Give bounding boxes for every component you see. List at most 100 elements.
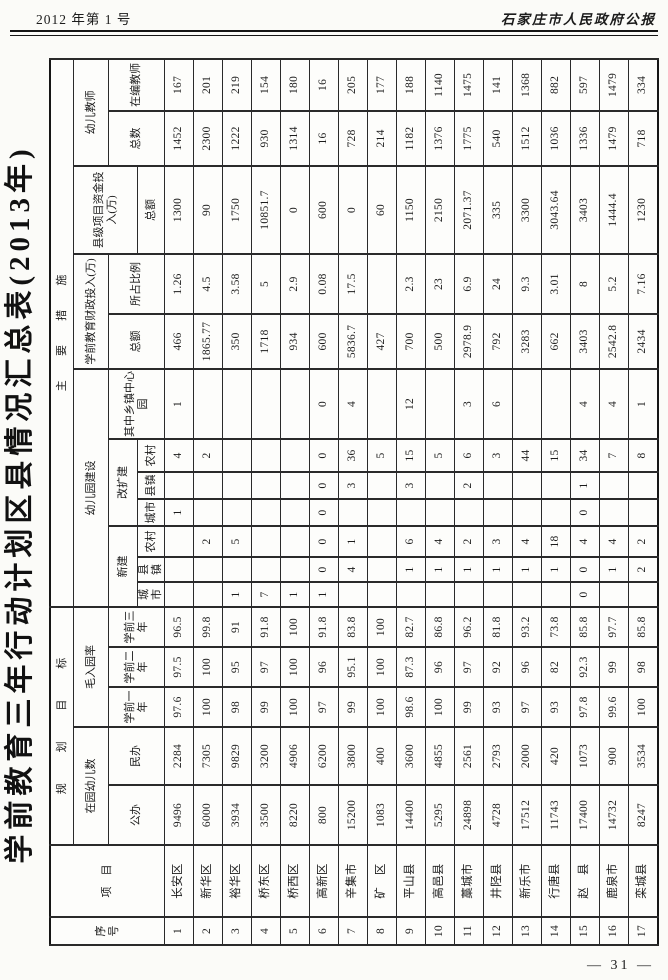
cell-xiangmu: 高邑县 bbox=[425, 845, 455, 917]
cell-gaikuo-chengshi bbox=[628, 498, 658, 526]
cell-xuhao: 8 bbox=[367, 917, 397, 945]
cell-xuhao: 5 bbox=[280, 917, 310, 945]
cell-gaikuo-xianzhen: 0 bbox=[309, 471, 339, 499]
col-header-suozhan-bili: 所占比例 bbox=[108, 253, 165, 314]
cell-gaikuo-xianzhen bbox=[367, 471, 397, 499]
cell-xueqian-sannian: 83.8 bbox=[338, 606, 368, 647]
cell-caizheng-zonge: 2542.8 bbox=[599, 313, 629, 369]
cell-caizheng-zonge: 2434 bbox=[628, 313, 658, 369]
cell-gaikuo-xianzhen bbox=[193, 471, 223, 499]
cell-xueqian-yinian: 100 bbox=[193, 687, 223, 727]
cell-xueqian-ernian: 100 bbox=[280, 647, 310, 687]
cell-xiangzhen-zhongxinyuan bbox=[425, 368, 455, 439]
cell-xueqian-yinian: 100 bbox=[628, 687, 658, 727]
cell-xueqian-yinian: 99 bbox=[454, 687, 484, 727]
cell-xiangzhen-zhongxinyuan bbox=[280, 368, 310, 439]
cell-jiaoshi-zongshu: 1336 bbox=[570, 110, 600, 166]
cell-xianji-zonge: 2071.37 bbox=[454, 165, 484, 254]
cell-gongban: 4728 bbox=[483, 785, 513, 845]
col-header-gaikuojian: 改扩建 bbox=[108, 438, 138, 526]
cell-xueqian-ernian: 95 bbox=[222, 647, 252, 687]
cell-xueqian-ernian: 92 bbox=[483, 647, 513, 687]
cell-gongban: 1083 bbox=[367, 785, 397, 845]
cell-xiangmu: 矿 区 bbox=[367, 845, 397, 917]
cell-jiaoshi-zongshu: 1452 bbox=[164, 110, 194, 166]
cell-xueqian-ernian: 100 bbox=[367, 647, 397, 687]
cell-gaikuo-nongcun: 7 bbox=[599, 438, 629, 472]
cell-xianji-zonge: 1230 bbox=[628, 165, 658, 254]
cell-zaibian-jiaoshi: 177 bbox=[367, 58, 397, 111]
cell-xinjian-xianzhen: 1 bbox=[483, 556, 513, 582]
cell-jiaoshi-zongshu: 930 bbox=[251, 110, 281, 166]
cell-xinjian-chengshi bbox=[338, 581, 368, 607]
page-title-area: 学前教育三年行动计划区县情况汇总表(2013年) bbox=[1, 58, 39, 950]
cell-xinjian-nongcun: 6 bbox=[396, 525, 426, 557]
cell-xueqian-ernian: 97 bbox=[251, 647, 281, 687]
cell-minban: 2561 bbox=[454, 727, 484, 785]
cell-xiangmu: 栾城县 bbox=[628, 845, 658, 917]
cell-xinjian-chengshi bbox=[512, 581, 542, 607]
cell-xiangzhen-zhongxinyuan: 12 bbox=[396, 368, 426, 439]
col-header-zaiyuan-youer-shu: 在园幼儿数 bbox=[73, 727, 109, 845]
cell-gongban: 17400 bbox=[570, 785, 600, 845]
cell-xinjian-nongcun bbox=[280, 525, 310, 557]
cell-xinjian-nongcun: 5 bbox=[222, 525, 252, 557]
cell-xinjian-nongcun bbox=[367, 525, 397, 557]
cell-suozhan-bili: 3.01 bbox=[541, 253, 571, 314]
cell-gaikuo-nongcun: 15 bbox=[541, 438, 571, 472]
cell-xiangmu: 辛集市 bbox=[338, 845, 368, 917]
col-header-mao-ru-yuan-lv: 毛入园率 bbox=[73, 606, 109, 727]
cell-xueqian-yinian: 98.6 bbox=[396, 687, 426, 727]
cell-xueqian-sannian: 81.8 bbox=[483, 606, 513, 647]
cell-xueqian-sannian: 96.5 bbox=[164, 606, 194, 647]
cell-minban: 1073 bbox=[570, 727, 600, 785]
cell-xueqian-ernian: 95.1 bbox=[338, 647, 368, 687]
cell-xinjian-chengshi bbox=[164, 581, 194, 607]
col-header-gaikuo-xianzhen: 县镇 bbox=[137, 471, 165, 499]
cell-xiangzhen-zhongxinyuan: 3 bbox=[454, 368, 484, 439]
cell-xinjian-chengshi bbox=[483, 581, 513, 607]
cell-gaikuo-chengshi bbox=[541, 498, 571, 526]
cell-minban: 2000 bbox=[512, 727, 542, 785]
cell-xianji-zonge: 1750 bbox=[222, 165, 252, 254]
gazette-name: 石家庄市人民政府公报 bbox=[501, 12, 656, 27]
cell-suozhan-bili: 6.9 bbox=[454, 253, 484, 314]
cell-xiangmu: 新华区 bbox=[193, 845, 223, 917]
cell-xueqian-yinian: 97 bbox=[309, 687, 339, 727]
cell-xianji-zonge: 60 bbox=[367, 165, 397, 254]
cell-xianji-zonge: 1444.4 bbox=[599, 165, 629, 254]
cell-jiaoshi-zongshu: 1512 bbox=[512, 110, 542, 166]
table-row: 9 平山县 14400 3600 98.6 87.3 82.7 1 6 3 15 12 700 2.3 11… bbox=[396, 58, 426, 945]
col-header-zaibian-jiaoshi: 在编教师 bbox=[108, 58, 165, 111]
col-header-caizheng-zonge: 总额 bbox=[108, 313, 165, 369]
cell-xuhao: 4 bbox=[251, 917, 281, 945]
cell-xuhao: 2 bbox=[193, 917, 223, 945]
cell-xinjian-chengshi: 1 bbox=[280, 581, 310, 607]
summary-table-area: 序 号 项 目 规划目标 主要措施 在园幼儿数 毛入园率 幼儿园建设 学前教育财… bbox=[49, 57, 659, 948]
cell-minban: 4855 bbox=[425, 727, 455, 785]
cell-xinjian-xianzhen: 1 bbox=[454, 556, 484, 582]
cell-xianji-zonge: 0 bbox=[280, 165, 310, 254]
cell-gaikuo-xianzhen: 3 bbox=[396, 471, 426, 499]
table-row: 7 辛集市 15200 3800 99 95.1 83.8 4 1 3 36 4 5836.7 17.5 0… bbox=[338, 58, 368, 945]
cell-xueqian-ernian: 87.3 bbox=[396, 647, 426, 687]
cell-xinjian-xianzhen: 1 bbox=[425, 556, 455, 582]
cell-xinjian-xianzhen bbox=[193, 556, 223, 582]
cell-xuhao: 6 bbox=[309, 917, 339, 945]
cell-caizheng-zonge: 662 bbox=[541, 313, 571, 369]
cell-xinjian-xianzhen bbox=[164, 556, 194, 582]
cell-gaikuo-chengshi bbox=[193, 498, 223, 526]
cell-jiaoshi-zongshu: 1314 bbox=[280, 110, 310, 166]
col-header-xianji-zonge: 总额 bbox=[137, 165, 165, 254]
cell-jiaoshi-zongshu: 1479 bbox=[599, 110, 629, 166]
cell-gaikuo-chengshi bbox=[425, 498, 455, 526]
cell-gaikuo-xianzhen bbox=[541, 471, 571, 499]
cell-gaikuo-chengshi bbox=[367, 498, 397, 526]
cell-xinjian-xianzhen: 2 bbox=[628, 556, 658, 582]
cell-suozhan-bili: 1.26 bbox=[164, 253, 194, 314]
cell-xuhao: 7 bbox=[338, 917, 368, 945]
cell-xinjian-nongcun: 4 bbox=[599, 525, 629, 557]
cell-xinjian-nongcun bbox=[251, 525, 281, 557]
table-row: 4 桥东区 3500 3200 99 97 91.8 7 1718 5 10851.7 930 154 bbox=[251, 58, 281, 945]
page-title: 学前教育三年行动计划区县情况汇总表(2013年) bbox=[4, 144, 36, 864]
